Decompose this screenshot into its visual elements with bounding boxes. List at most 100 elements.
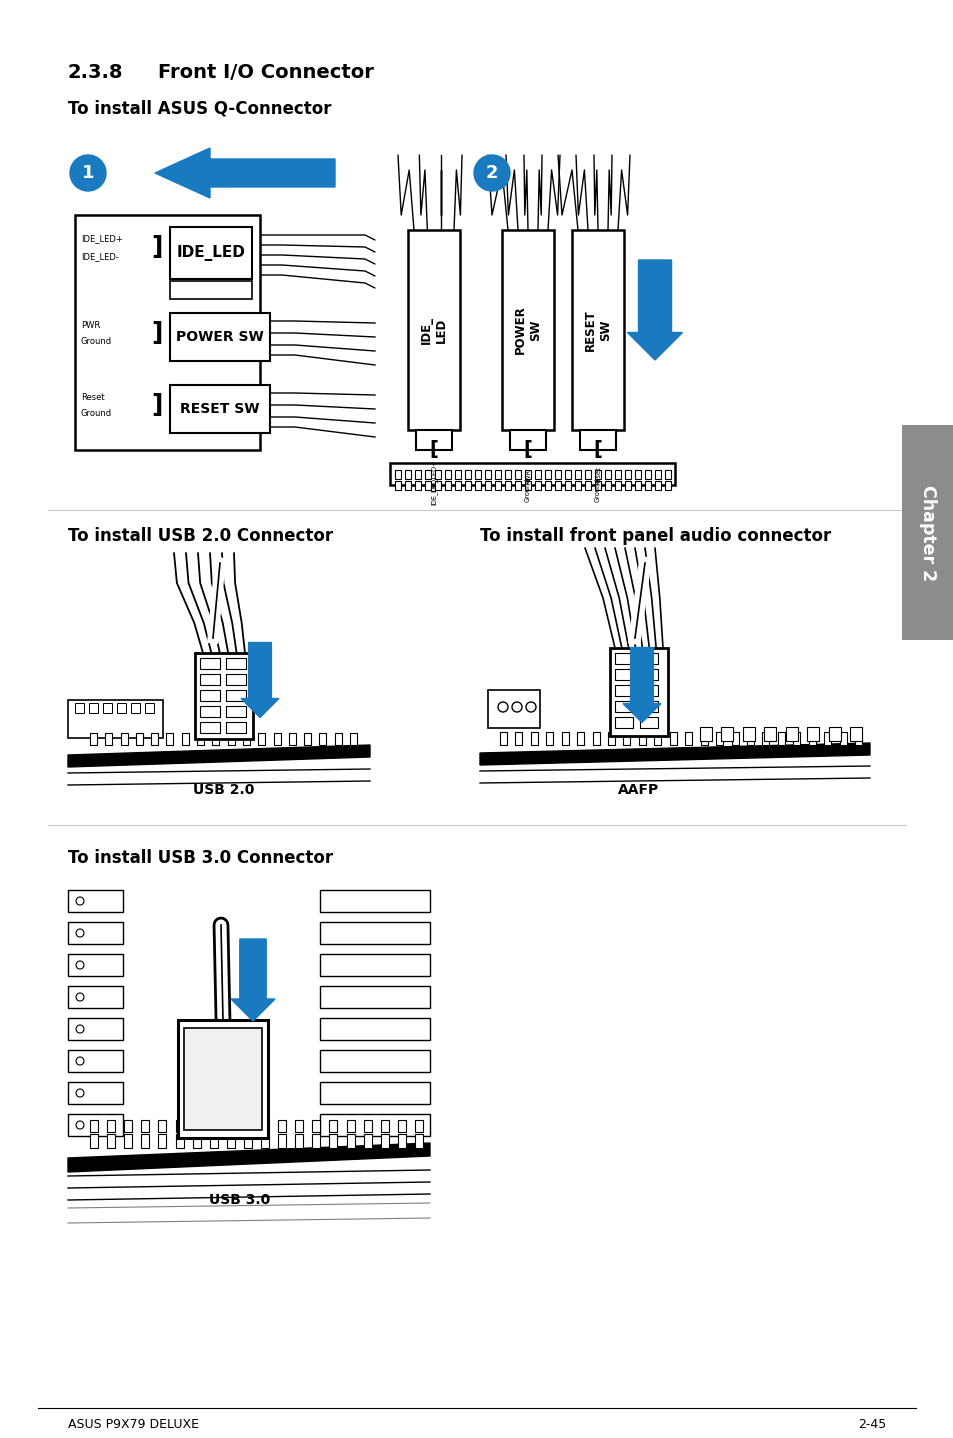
Bar — [200, 706, 220, 718]
Bar — [546, 732, 553, 745]
Bar — [655, 480, 660, 490]
Bar — [624, 470, 630, 479]
Bar — [575, 480, 580, 490]
Bar — [346, 1120, 355, 1132]
Polygon shape — [231, 939, 274, 1021]
Bar — [274, 733, 280, 745]
Text: RESET
SW: RESET SW — [583, 309, 612, 351]
Bar — [395, 480, 400, 490]
Bar — [350, 733, 356, 745]
Bar — [501, 230, 554, 430]
Bar — [226, 674, 246, 684]
Bar — [424, 480, 431, 490]
Bar — [495, 470, 500, 479]
Circle shape — [70, 155, 106, 191]
Bar — [509, 430, 546, 450]
Bar — [609, 649, 667, 736]
Text: Ground: Ground — [81, 336, 112, 345]
Bar — [635, 470, 640, 479]
Bar — [763, 728, 776, 741]
Bar — [89, 703, 98, 713]
Bar — [319, 922, 430, 943]
Bar — [319, 1081, 430, 1104]
Bar — [530, 732, 537, 745]
Bar — [117, 703, 126, 713]
Bar — [575, 470, 580, 479]
Bar — [227, 1135, 234, 1148]
Bar — [746, 732, 753, 745]
Text: ASUS P9X79 DELUXE: ASUS P9X79 DELUXE — [68, 1418, 199, 1431]
Bar — [623, 732, 630, 745]
Bar — [644, 480, 650, 490]
Bar — [464, 480, 471, 490]
Bar — [90, 1135, 98, 1148]
Bar — [415, 480, 420, 490]
Bar — [416, 430, 452, 450]
Bar — [615, 480, 620, 490]
Bar — [655, 470, 660, 479]
Bar — [639, 669, 658, 680]
Circle shape — [497, 702, 507, 712]
Bar — [193, 1135, 200, 1148]
Bar — [455, 470, 460, 479]
Polygon shape — [241, 643, 278, 718]
Bar — [624, 480, 630, 490]
Polygon shape — [622, 647, 660, 722]
Bar — [515, 470, 520, 479]
Bar — [395, 470, 400, 479]
Bar — [200, 674, 220, 684]
Polygon shape — [627, 260, 681, 360]
Bar — [312, 1135, 320, 1148]
Text: Ground: Ground — [595, 477, 600, 502]
Bar — [664, 470, 670, 479]
Bar — [107, 1120, 115, 1132]
Bar — [68, 986, 123, 1008]
Bar — [390, 463, 675, 485]
Bar — [304, 733, 311, 745]
Text: USB 2.0: USB 2.0 — [193, 784, 254, 797]
Bar — [335, 733, 341, 745]
Bar — [607, 732, 615, 745]
Text: Front I/O Connector: Front I/O Connector — [158, 62, 374, 82]
Bar — [131, 703, 140, 713]
Bar — [777, 732, 784, 745]
Bar — [524, 470, 531, 479]
Bar — [90, 733, 97, 745]
Text: USB 3.0: USB 3.0 — [209, 1194, 271, 1206]
Bar — [604, 470, 610, 479]
Bar — [455, 480, 460, 490]
Bar — [346, 1135, 355, 1148]
Bar — [103, 703, 112, 713]
Bar — [278, 1120, 286, 1132]
Bar — [170, 227, 252, 279]
Bar — [68, 1114, 123, 1136]
Bar — [535, 480, 540, 490]
Bar — [524, 480, 531, 490]
Bar — [639, 732, 645, 745]
Text: ]: ] — [152, 321, 163, 345]
Bar — [654, 732, 660, 745]
Bar — [615, 470, 620, 479]
Text: [: [ — [523, 440, 532, 460]
Bar — [244, 1120, 252, 1132]
Polygon shape — [68, 745, 370, 766]
Bar — [261, 1120, 269, 1132]
Bar — [200, 722, 220, 733]
Text: IDE_LED-: IDE_LED- — [430, 475, 436, 505]
Bar — [839, 732, 845, 745]
Text: To install USB 2.0 Connector: To install USB 2.0 Connector — [68, 526, 333, 545]
Bar — [639, 684, 658, 696]
Bar — [68, 1050, 123, 1071]
Bar — [828, 728, 840, 741]
Bar — [555, 480, 560, 490]
Bar — [124, 1135, 132, 1148]
Bar — [68, 953, 123, 976]
Bar — [397, 1120, 405, 1132]
Text: PWR: PWR — [524, 469, 531, 483]
Bar — [363, 1135, 372, 1148]
Bar — [363, 1120, 372, 1132]
Bar — [319, 986, 430, 1008]
Polygon shape — [479, 743, 869, 765]
Bar — [488, 690, 539, 728]
Bar — [380, 1120, 389, 1132]
